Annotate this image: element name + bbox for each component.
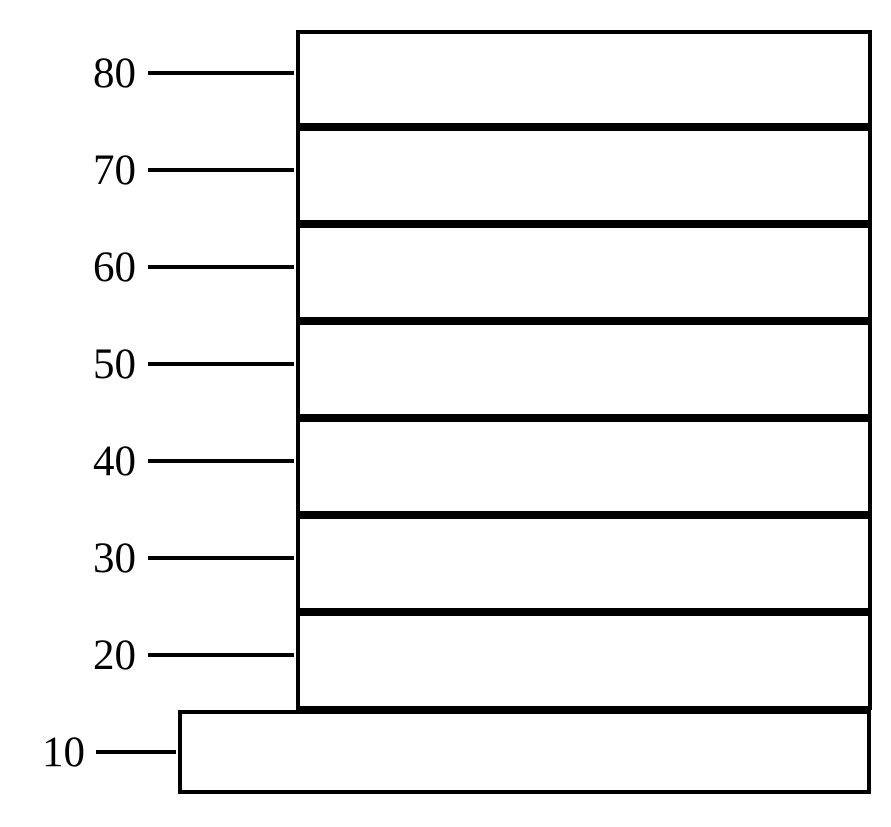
- layer-label-30: 30: [76, 534, 136, 583]
- layer-box-55: [296, 321, 872, 418]
- leader-line-50: [148, 362, 294, 366]
- layer-box-35: [296, 515, 872, 612]
- layer-label-70: 70: [76, 146, 136, 195]
- layer-label-40: 40: [76, 437, 136, 486]
- layer-label-10: 10: [25, 728, 85, 777]
- leader-line-10: [96, 750, 176, 754]
- leader-line-60: [148, 265, 294, 269]
- layer-label-50: 50: [76, 340, 136, 389]
- leader-line-70: [148, 168, 294, 172]
- leader-line-80: [148, 71, 294, 75]
- leader-line-40: [148, 459, 294, 463]
- layer-box-10: [178, 710, 871, 794]
- leader-line-30: [148, 556, 294, 560]
- layer-label-20: 20: [76, 631, 136, 680]
- layer-box-25: [296, 612, 872, 710]
- layer-label-60: 60: [76, 243, 136, 292]
- diagram-canvas: 10 80 70 60 50 40 30 20: [0, 0, 891, 827]
- layer-box-45: [296, 418, 872, 515]
- layer-label-80: 80: [76, 49, 136, 98]
- layer-box-75: [296, 127, 872, 224]
- layer-box-65: [296, 224, 872, 321]
- leader-line-20: [148, 653, 294, 657]
- layer-box-80: [296, 30, 872, 127]
